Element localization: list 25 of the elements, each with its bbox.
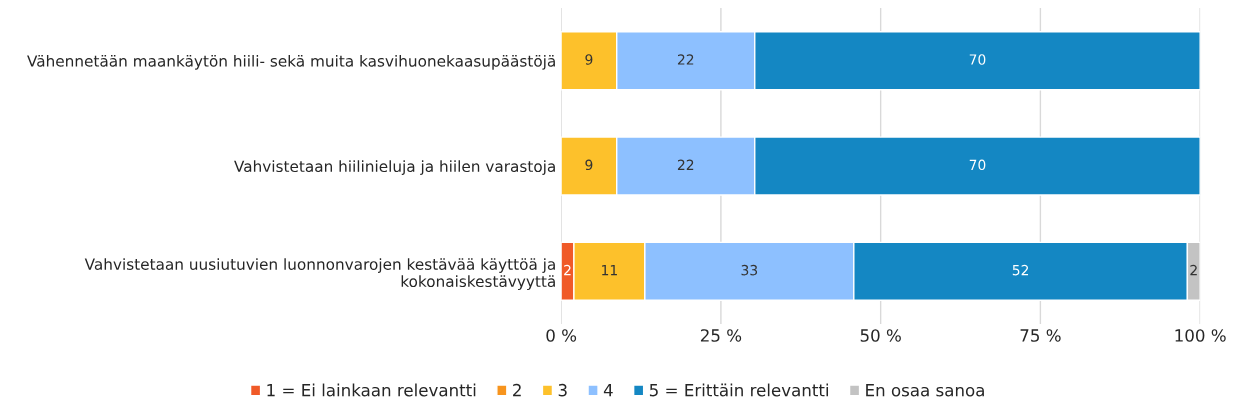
legend-label: 5 = Erittäin relevantti <box>649 383 828 397</box>
x-tick-label: 0 % <box>546 329 577 342</box>
data-label: 52 <box>1012 264 1029 276</box>
data-label: 11 <box>602 265 617 276</box>
data-label: 70 <box>969 54 986 65</box>
legend-label: 4 <box>603 384 613 397</box>
y-tick-label: Vahvistetaan uusiutuvien luonnonvarojen kestävää käyttöä ja kokonaiskestävyyttä <box>84 258 555 291</box>
data-label: 33 <box>741 264 758 276</box>
legend-label: 1 = Ei lainkaan relevantti <box>267 383 476 397</box>
data-label: 9 <box>585 54 593 65</box>
legend-label: 2 <box>513 383 521 397</box>
data-label: 22 <box>677 159 694 170</box>
x-tick-label: 100 % <box>1175 329 1226 342</box>
data-label: 9 <box>585 159 593 171</box>
legend-label: En osaa sanoa <box>866 384 984 397</box>
data-label: 70 <box>969 159 986 171</box>
data-label: 2 <box>1190 264 1197 276</box>
data-label: 22 <box>677 54 694 65</box>
legend-label: 3 <box>558 383 567 397</box>
x-tick-label: 50 % <box>860 329 901 342</box>
y-tick-label: Vahvistetaan hiilinieluja ja hiilen varastoja <box>234 160 555 176</box>
x-tick-label: 25 % <box>700 329 742 342</box>
x-tick-label: 75 % <box>1020 329 1061 342</box>
data-label: 2 <box>564 264 571 276</box>
y-tick-label: Vähennetään maankäytön hiili- sekä muita kasvihuonekaasupäästöjä <box>27 54 555 70</box>
